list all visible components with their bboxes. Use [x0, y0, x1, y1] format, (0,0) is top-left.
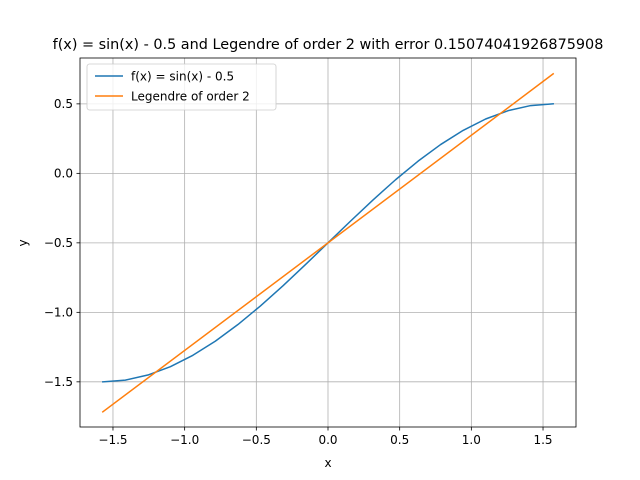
y-axis-label: y — [16, 239, 30, 246]
x-tick-label: −1.5 — [98, 433, 127, 447]
series-line-2 — [101, 72, 555, 413]
axis-ticks: −1.5 −1.0 −0.5 0.0 0.5 1.0 1.5 −1.5 −1.0 −0.5 0.0 0… — [44, 97, 553, 447]
legend-box — [86, 63, 277, 111]
y-tick-label: −1.0 — [44, 306, 73, 320]
x-tick-label: 1.5 — [533, 433, 552, 447]
x-tick-label: −0.5 — [242, 433, 271, 447]
x-tick-label: 1.0 — [462, 433, 481, 447]
chart-title: f(x) = sin(x) - 0.5 and Legendre of orde… — [53, 37, 604, 53]
y-tick-label: 0.0 — [54, 167, 73, 181]
y-tick-label: −0.5 — [44, 236, 73, 250]
legend: f(x) = sin(x) - 0.5 Legendre of order 2 — [86, 63, 277, 111]
grid — [80, 58, 576, 427]
series-layer — [101, 72, 555, 413]
legend-label: f(x) = sin(x) - 0.5 — [131, 69, 234, 83]
y-tick-label: 0.5 — [54, 97, 73, 111]
x-tick-label: 0.0 — [318, 433, 337, 447]
x-axis-label: x — [324, 456, 331, 470]
x-tick-label: 0.5 — [390, 433, 409, 447]
legend-label: Legendre of order 2 — [131, 89, 250, 103]
y-tick-label: −1.5 — [44, 375, 73, 389]
x-tick-label: −1.0 — [170, 433, 199, 447]
